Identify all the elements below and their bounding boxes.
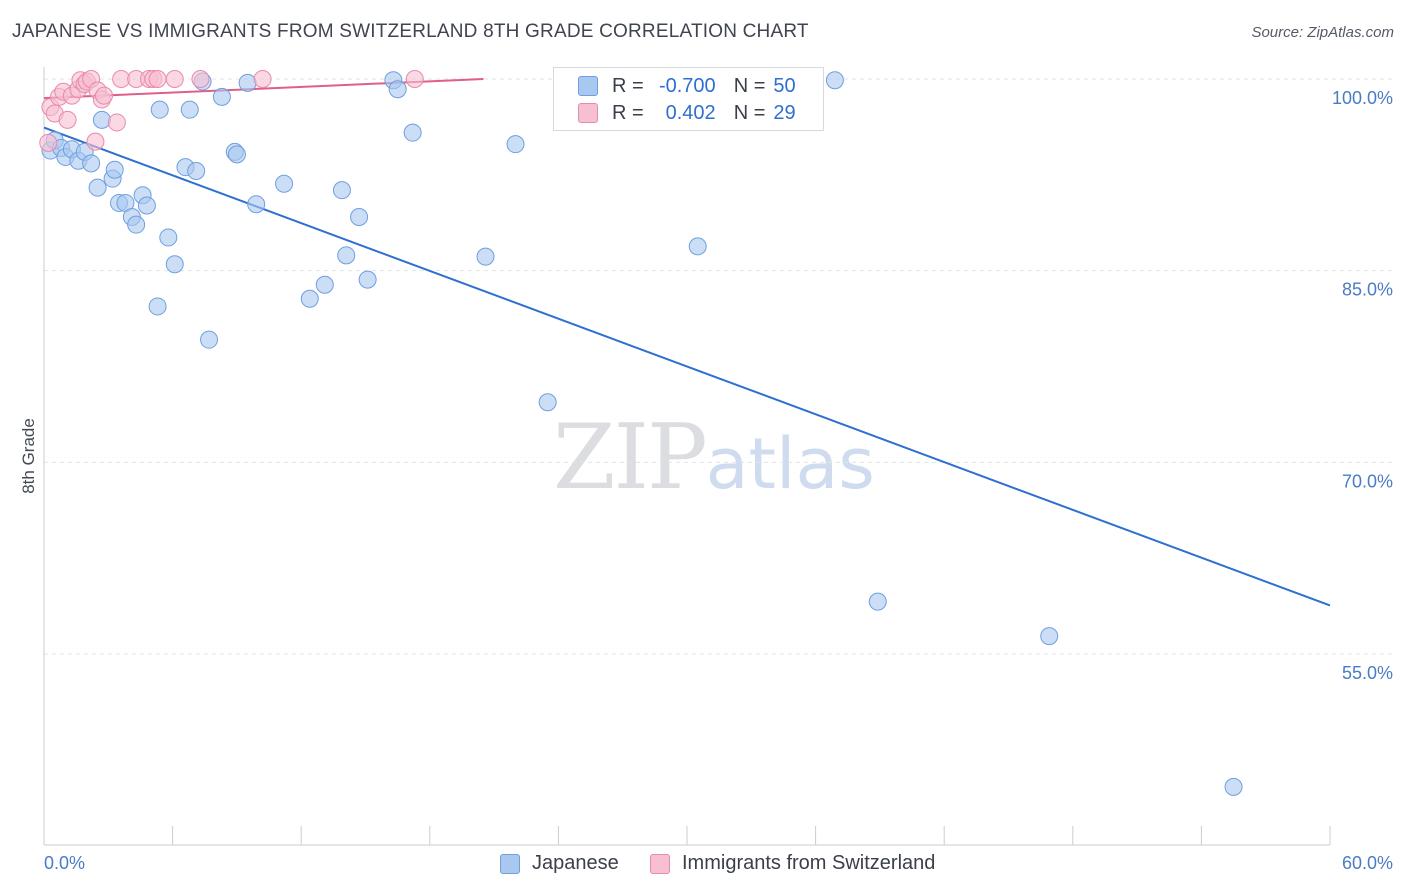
point-japanese [350,208,369,226]
legend-label-switzerland: Immigrants from Switzerland [682,852,936,874]
axis-labels: 100.0% 85.0% 70.0% 55.0% 0.0% 60.0% 8th Grade [19,88,1393,873]
y-tick-label: 85.0% [1342,280,1393,300]
legend-item-switzerland[interactable]: Immigrants from Switzerland [650,852,935,875]
legend-swatch-switzerland [650,853,670,874]
point-japanese [150,100,169,119]
point-switzerland [148,70,167,88]
stats-legend: R = -0.700 N = 50 R = 0.402 N = 29 [553,67,824,131]
x-tick-label: 0.0% [44,853,85,873]
point-switzerland [39,133,58,152]
point-japanese [165,255,184,274]
point-switzerland [95,86,114,105]
point-japanese [88,178,107,197]
point-japanese [403,123,422,142]
point-japanese [127,215,146,234]
point-switzerland [86,132,105,151]
point-japanese [688,237,707,256]
point-switzerland [253,70,272,88]
point-switzerland [405,70,424,88]
r-value: -0.700 [658,74,716,97]
point-japanese [275,174,294,193]
stats-legend-row-japanese: R = -0.700 N = 50 [578,73,796,99]
point-japanese [388,80,407,99]
y-tick-label: 70.0% [1342,471,1393,491]
y-tick-label: 100.0% [1332,88,1393,108]
point-switzerland [165,70,184,88]
point-japanese [300,289,319,308]
source-label: Source: ZipAtlas.com [1251,24,1394,41]
point-japanese [238,73,257,92]
point-japanese [538,393,557,412]
legend-swatch-switzerland [578,103,598,123]
r-value: 0.402 [665,101,716,124]
n-value: 29 [773,101,796,124]
legend-swatch-japanese [500,853,520,874]
n-value: 50 [773,74,796,97]
r-label: R = [612,101,644,124]
watermark: ZIPatlas [553,405,875,510]
point-japanese [137,196,156,215]
n-label: N = [733,101,766,124]
point-japanese [332,181,351,200]
axes [43,67,1331,846]
r-label: R = [612,74,644,97]
chart-title: JAPANESE VS IMMIGRANTS FROM SWITZERLAND … [12,21,809,42]
point-japanese [315,275,334,294]
legend-swatch-japanese [578,76,598,96]
y-axis-title: 8th Grade [19,418,38,494]
watermark-atlas: atlas [705,423,875,505]
point-switzerland [107,113,126,132]
point-switzerland [191,70,210,88]
point-japanese [180,100,199,119]
y-tick-label: 55.0% [1342,663,1393,683]
point-japanese [358,270,377,289]
point-switzerland [58,110,77,129]
point-japanese [105,160,124,179]
point-japanese [1224,777,1243,796]
point-japanese [825,71,844,90]
stats-legend-row-switzerland: R = 0.402 N = 29 [578,100,796,126]
x-tick-label: 60.0% [1342,853,1393,873]
legend-label-japanese: Japanese [532,852,619,874]
point-japanese [506,135,525,154]
point-japanese [187,162,206,180]
point-japanese [159,228,178,247]
legend-item-japanese[interactable]: Japanese [500,852,619,875]
grid-lines [44,78,1392,655]
data-points [39,70,1243,796]
point-japanese [247,195,266,214]
point-japanese [227,145,246,164]
point-japanese [212,87,231,106]
series-legend: Japanese Immigrants from Switzerland [0,852,1406,878]
point-japanese [92,110,111,129]
watermark-zip: ZIP [553,405,708,510]
point-japanese [476,247,495,266]
point-switzerland [112,70,131,88]
n-label: N = [733,74,766,97]
point-japanese [200,330,219,349]
point-japanese [868,592,887,611]
point-japanese [82,154,101,173]
point-japanese [148,297,167,316]
point-japanese [1040,627,1059,646]
point-japanese [337,246,356,265]
trendline-japanese [43,126,1331,607]
